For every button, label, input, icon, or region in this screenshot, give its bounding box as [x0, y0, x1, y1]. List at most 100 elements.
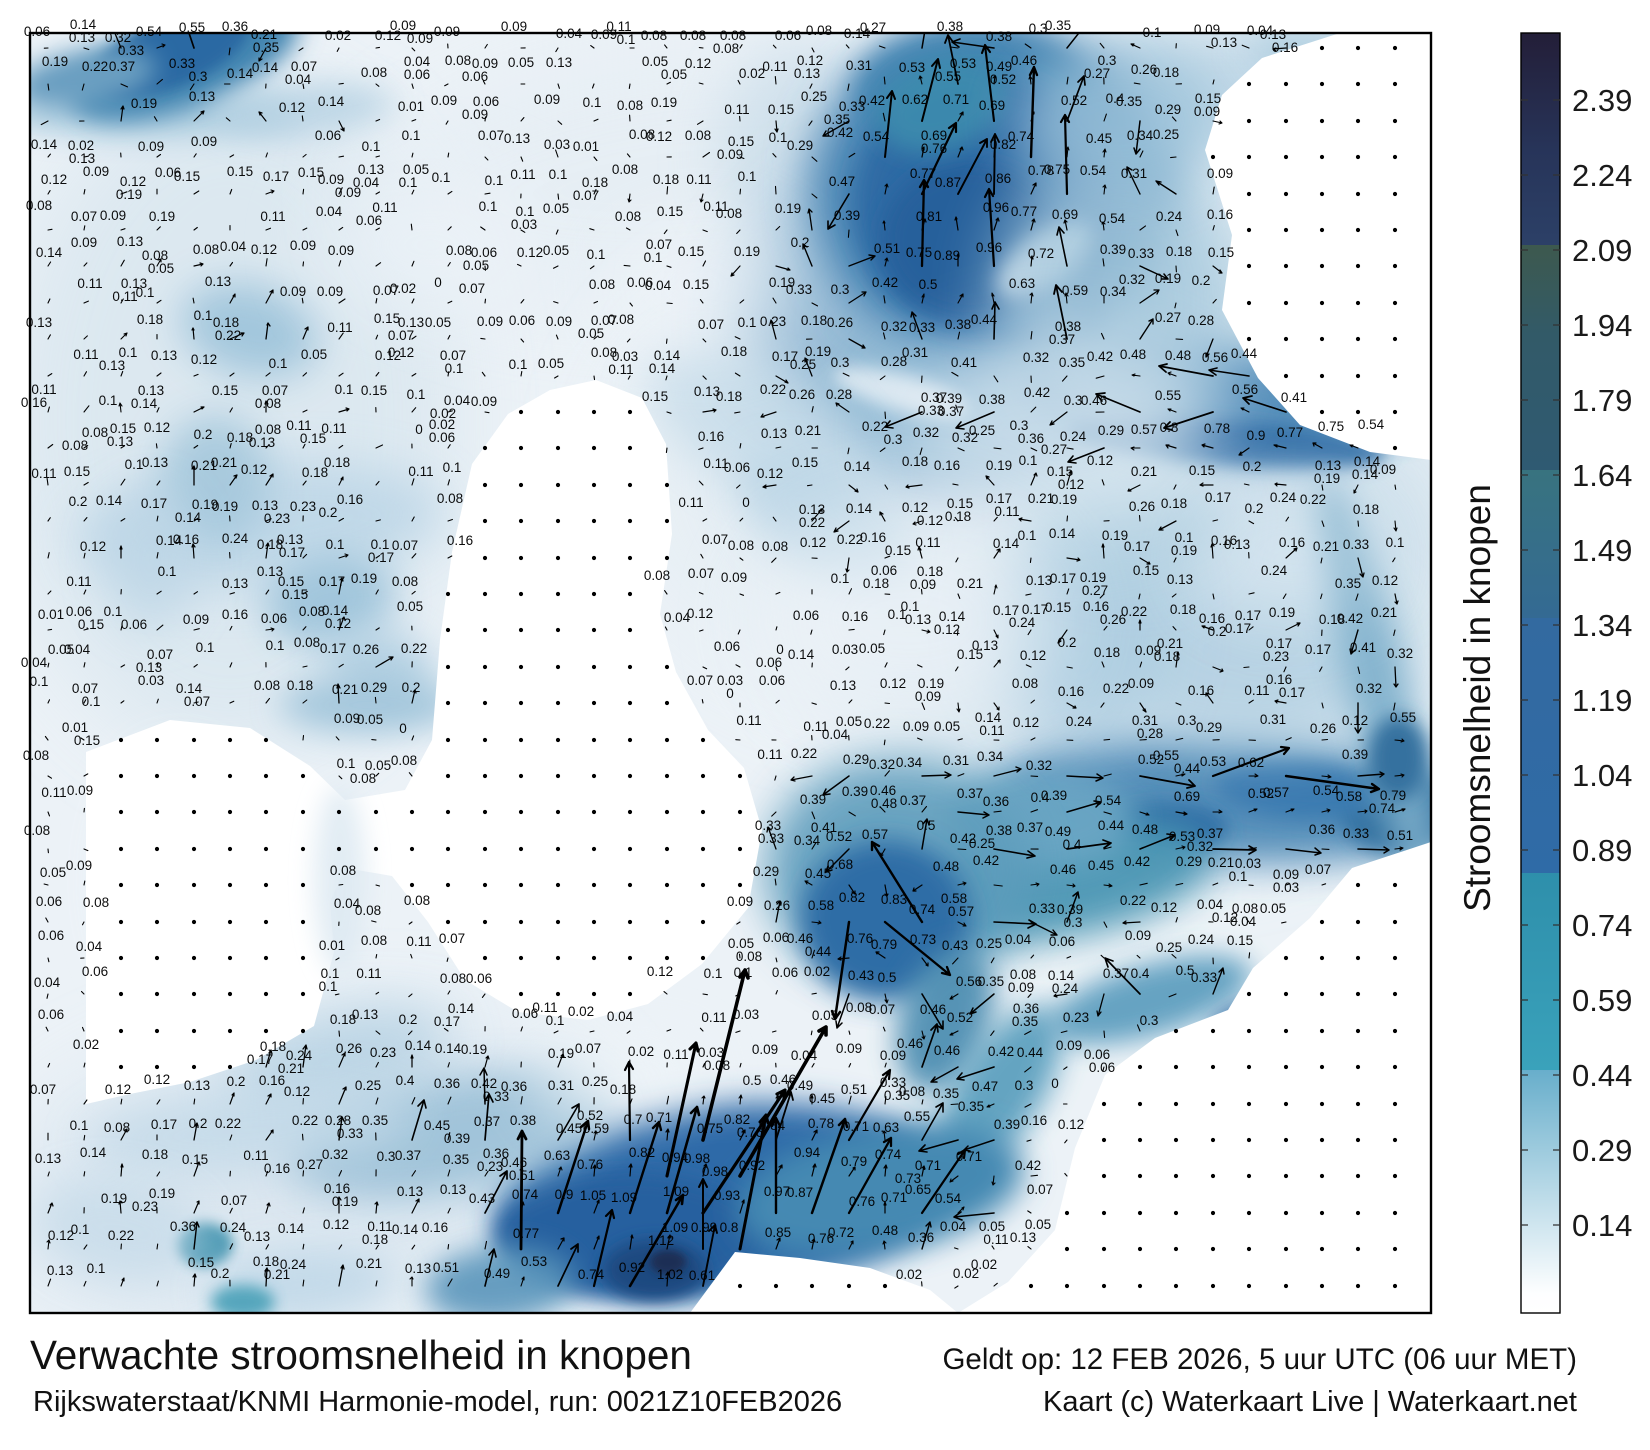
svg-text:0.05: 0.05 — [48, 642, 74, 657]
svg-text:0.17: 0.17 — [1124, 539, 1150, 554]
svg-text:0.07: 0.07 — [687, 673, 713, 688]
svg-text:0.08: 0.08 — [591, 345, 617, 360]
svg-text:0.11: 0.11 — [321, 421, 346, 436]
svg-text:0.33: 0.33 — [918, 403, 944, 418]
svg-text:0.1: 0.1 — [587, 247, 606, 262]
svg-text:0.12: 0.12 — [325, 616, 351, 631]
svg-text:0.35: 0.35 — [958, 1099, 984, 1114]
svg-text:0.1: 0.1 — [901, 599, 920, 614]
svg-text:0.06: 0.06 — [82, 964, 108, 979]
svg-text:0.29: 0.29 — [787, 138, 813, 153]
svg-text:0.26: 0.26 — [1129, 499, 1155, 514]
svg-text:0.93: 0.93 — [714, 1188, 740, 1203]
svg-text:0.57: 0.57 — [1263, 785, 1289, 800]
svg-text:0.05: 0.05 — [40, 865, 66, 880]
svg-text:0.29: 0.29 — [1196, 720, 1222, 735]
svg-text:0.09: 0.09 — [1008, 980, 1034, 995]
svg-text:0.07: 0.07 — [71, 209, 97, 224]
svg-text:0.15: 0.15 — [78, 617, 104, 632]
svg-text:0.18: 0.18 — [610, 1082, 636, 1097]
svg-text:0.08: 0.08 — [1010, 967, 1036, 982]
svg-text:0.19: 0.19 — [775, 201, 801, 216]
svg-text:0.04: 0.04 — [21, 655, 48, 670]
svg-text:0.06: 0.06 — [121, 617, 147, 632]
svg-text:0.14: 0.14 — [1572, 1208, 1632, 1243]
svg-text:0.06: 0.06 — [462, 69, 488, 84]
svg-text:0.22: 0.22 — [1300, 492, 1326, 507]
svg-text:0.11: 0.11 — [994, 504, 1019, 519]
svg-text:0.28: 0.28 — [826, 387, 852, 402]
svg-text:0.21: 0.21 — [251, 27, 277, 42]
svg-text:0.08: 0.08 — [193, 242, 219, 257]
svg-text:0.1: 0.1 — [509, 357, 528, 372]
svg-text:0.17: 0.17 — [1235, 608, 1261, 623]
svg-text:0.12: 0.12 — [685, 56, 711, 71]
svg-text:0.39: 0.39 — [936, 391, 962, 406]
svg-text:0.03: 0.03 — [1273, 880, 1299, 895]
svg-text:0.04: 0.04 — [64, 642, 91, 657]
svg-text:0.21: 0.21 — [1028, 491, 1054, 506]
svg-text:0.44: 0.44 — [805, 944, 832, 959]
svg-text:0.14: 0.14 — [844, 459, 871, 474]
svg-text:0.19: 0.19 — [918, 676, 944, 691]
svg-text:0.22: 0.22 — [791, 746, 817, 761]
svg-text:0.13: 0.13 — [117, 234, 143, 249]
svg-text:0.04: 0.04 — [1005, 932, 1032, 947]
svg-text:0.06: 0.06 — [627, 275, 653, 290]
svg-text:0.25: 0.25 — [790, 357, 816, 372]
svg-text:0.37: 0.37 — [957, 786, 983, 801]
svg-text:0.76: 0.76 — [737, 1125, 763, 1140]
svg-text:0.33: 0.33 — [755, 818, 781, 833]
svg-text:0.51: 0.51 — [509, 1168, 535, 1183]
svg-text:0.08: 0.08 — [615, 209, 641, 224]
svg-text:0.08: 0.08 — [355, 903, 381, 918]
svg-text:0.45: 0.45 — [1086, 131, 1112, 146]
svg-text:0.55: 0.55 — [1153, 748, 1179, 763]
svg-text:0.16: 0.16 — [173, 532, 199, 547]
svg-text:0.02: 0.02 — [325, 28, 351, 43]
svg-text:0.1: 0.1 — [194, 308, 213, 323]
svg-text:0.12: 0.12 — [241, 462, 267, 477]
svg-text:0.32: 0.32 — [952, 430, 978, 445]
svg-text:0.15: 0.15 — [182, 1152, 208, 1167]
svg-text:0.85: 0.85 — [765, 1225, 791, 1240]
svg-text:0.18: 0.18 — [257, 537, 283, 552]
svg-text:0.08: 0.08 — [716, 206, 742, 221]
svg-text:0.33: 0.33 — [1191, 970, 1217, 985]
svg-text:0.18: 0.18 — [1319, 612, 1345, 627]
svg-text:0.11: 0.11 — [367, 1219, 392, 1234]
svg-text:0.09: 0.09 — [71, 235, 97, 250]
svg-text:0.3: 0.3 — [377, 1149, 396, 1164]
svg-text:0.23: 0.23 — [1263, 649, 1289, 664]
svg-text:0.18: 0.18 — [721, 344, 747, 359]
svg-text:0.08: 0.08 — [629, 127, 655, 142]
svg-text:0.09: 0.09 — [318, 172, 344, 187]
svg-text:0.13: 0.13 — [546, 55, 572, 70]
svg-text:0: 0 — [726, 686, 734, 701]
svg-text:0.15: 0.15 — [683, 277, 709, 292]
svg-text:0.13: 0.13 — [222, 576, 248, 591]
svg-text:0.39: 0.39 — [994, 1117, 1020, 1132]
svg-text:0.56: 0.56 — [1202, 350, 1228, 365]
svg-text:0.07: 0.07 — [1305, 862, 1331, 877]
svg-text:0.51: 0.51 — [433, 1260, 459, 1275]
svg-text:0.1: 0.1 — [479, 199, 498, 214]
svg-text:0.44: 0.44 — [1174, 761, 1201, 776]
svg-text:0.04: 0.04 — [285, 72, 312, 87]
svg-text:0: 0 — [776, 642, 784, 657]
svg-text:0.08: 0.08 — [23, 748, 49, 763]
svg-text:0.13: 0.13 — [761, 426, 787, 441]
svg-text:0.42: 0.42 — [1087, 349, 1113, 364]
svg-text:0.17: 0.17 — [279, 545, 305, 560]
svg-text:0.08: 0.08 — [24, 823, 50, 838]
svg-text:0.05: 0.05 — [538, 356, 564, 371]
svg-text:0.04: 0.04 — [645, 278, 672, 293]
svg-text:0.21: 0.21 — [278, 1061, 304, 1076]
svg-text:0.48: 0.48 — [1120, 347, 1146, 362]
svg-text:0.37: 0.37 — [474, 1114, 500, 1129]
svg-text:0.11: 0.11 — [663, 1047, 688, 1062]
svg-text:0.14: 0.14 — [318, 94, 345, 109]
svg-text:0.27: 0.27 — [860, 20, 886, 35]
svg-text:0.09: 0.09 — [477, 314, 503, 329]
svg-text:0.37: 0.37 — [1049, 332, 1075, 347]
